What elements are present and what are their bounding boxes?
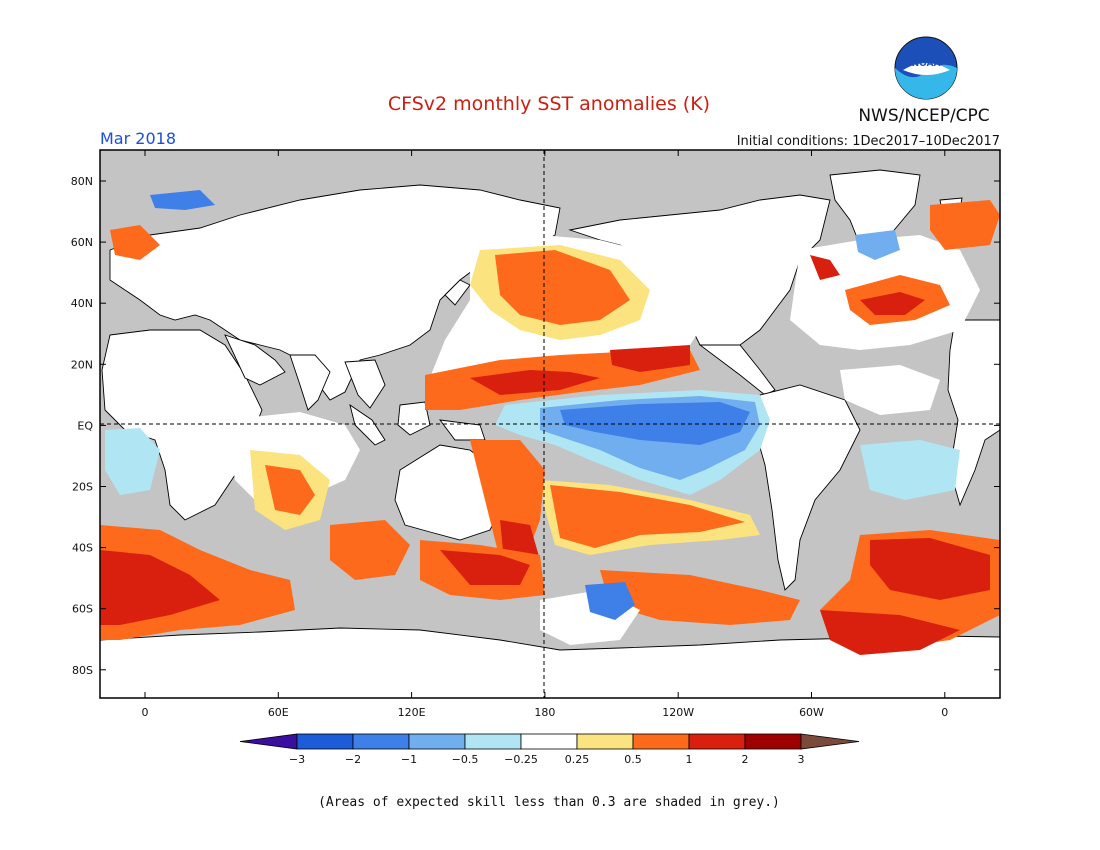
land-africa-east-repeat [947, 319, 1000, 507]
lat-tick-label: EQ [77, 419, 93, 432]
agency-label: NWS/NCEP/CPC [858, 106, 989, 126]
anomaly-atlantic-light-blue [860, 440, 960, 500]
colorbar: −3 −2 −1 −0.5 −0.25 0.25 0.5 1 2 3 [239, 733, 860, 766]
colorbar-label: −1 [401, 753, 417, 766]
lon-tick-label: 0 [941, 706, 948, 719]
anomaly-s-indian-warm [330, 520, 410, 580]
lon-tick-label: 0 [142, 706, 149, 719]
latitude-axis: 80N 60N 40N 20N EQ 20S 40S 60S 80S [71, 175, 1000, 677]
land-arabia [224, 334, 286, 386]
anomaly-ross-cold [585, 582, 635, 620]
colorbar-swatch [296, 733, 354, 750]
lat-tick-label: 40S [72, 542, 93, 555]
colorbar-swatch [576, 733, 634, 750]
lat-tick-label: 40N [71, 297, 93, 310]
map-panel [100, 150, 1000, 698]
colorbar-label: −2 [345, 753, 361, 766]
chart-title: CFSv2 monthly SST anomalies (K) [388, 93, 710, 115]
anomaly-norwegian-cold [150, 190, 215, 210]
colorbar-arrow-min [239, 733, 298, 750]
initial-conditions: Initial conditions: 1Dec2017–10Dec2017 [737, 134, 1000, 149]
lat-tick-label: 80N [71, 175, 93, 188]
land-eurasia [109, 184, 561, 401]
anomaly-southern-ocean-w-red [100, 550, 220, 625]
anomaly-gulf-stream [810, 255, 840, 280]
colorbar-swatch [464, 733, 522, 750]
noaa-logo-text: NOAA [912, 59, 941, 69]
longitude-axis: 0 60E 120E 180 120W 60W 0 [142, 150, 948, 719]
anomaly-north-sea [110, 225, 160, 260]
colorbar-label: 0.5 [624, 753, 642, 766]
land-borneo [397, 401, 431, 436]
colorbar-label: 2 [742, 753, 749, 766]
colorbar-swatch [632, 733, 690, 750]
anomaly-field [100, 190, 1000, 655]
land-sumatra [349, 403, 386, 446]
anomaly-s-pacific-orange [550, 485, 745, 548]
colorbar-label: −0.5 [452, 753, 479, 766]
lon-tick-label: 180 [534, 706, 555, 719]
skill-note: (Areas of expected skill less than 0.3 a… [318, 795, 780, 810]
anomaly-indian-orange [265, 465, 315, 515]
land-africa [101, 329, 263, 521]
lat-tick-label: 60S [72, 603, 93, 616]
lat-tick-label: 20S [72, 481, 93, 494]
colorbar-arrow-max [800, 733, 860, 750]
colorbar-label: −3 [289, 753, 305, 766]
colorbar-label: 0.25 [565, 753, 590, 766]
land-masses [100, 169, 1000, 698]
lon-tick-label: 120E [398, 706, 426, 719]
lat-tick-label: 60N [71, 236, 93, 249]
colorbar-label: −0.25 [504, 753, 538, 766]
colorbar-label: 3 [798, 753, 805, 766]
land-south-america [754, 384, 861, 591]
anomaly-nw-pacific-orange [495, 250, 630, 325]
lat-tick-label: 20N [71, 358, 93, 371]
map-frame [99, 149, 1001, 699]
land-antarctica [100, 627, 1000, 698]
valid-month: Mar 2018 [100, 129, 176, 148]
colorbar-swatch [688, 733, 746, 750]
anomaly-labrador-cold [855, 230, 900, 260]
colorbar-swatch [744, 733, 802, 750]
colorbar-swatch [408, 733, 466, 750]
colorbar-swatch [352, 733, 410, 750]
anomaly-se-pacific-south [600, 570, 800, 625]
colorbar-label: 1 [686, 753, 693, 766]
anomaly-arctic-right-warm [930, 200, 1000, 250]
anomaly-s-aus-red [440, 550, 530, 585]
lon-tick-label: 60E [268, 706, 289, 719]
anomaly-drake-warm [820, 610, 960, 655]
anomaly-s-atlantic-red [870, 538, 990, 600]
land-indochina [344, 359, 386, 409]
anomaly-indian-light [105, 428, 160, 495]
lon-tick-label: 60W [799, 706, 824, 719]
lat-tick-label: 80S [72, 664, 93, 677]
lon-tick-label: 120W [662, 706, 694, 719]
anomaly-warm-band-red [470, 370, 600, 395]
colorbar-swatch [520, 733, 578, 750]
land-central-america [698, 344, 776, 396]
anomaly-n-atlantic-red [860, 292, 925, 315]
noaa-logo: NOAA [894, 36, 958, 100]
anomaly-tropical-atlantic [840, 365, 940, 415]
land-india [289, 354, 331, 411]
anomaly-hawaii-warm [610, 345, 690, 372]
